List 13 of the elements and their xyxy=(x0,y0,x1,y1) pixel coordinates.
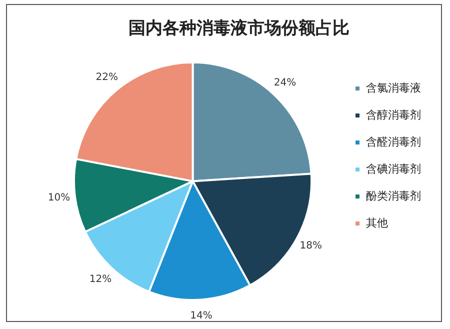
chart-title: 国内各种消毒液市场份额占比 xyxy=(128,18,350,39)
legend-label: 其他 xyxy=(366,216,388,230)
data-label: 22% xyxy=(96,72,118,83)
legend-label: 含氯消毒液 xyxy=(366,81,421,94)
data-label: 12% xyxy=(89,274,112,286)
data-label: 10% xyxy=(48,192,70,204)
legend-label: 含碘消毒剂 xyxy=(366,162,421,176)
data-label: 18% xyxy=(300,240,322,252)
legend-label: 酚类消毒剂 xyxy=(366,189,421,202)
data-label: 14% xyxy=(190,310,212,322)
data-label: 24% xyxy=(274,78,296,89)
legend-label: 含醇消毒剂 xyxy=(366,108,421,122)
legend-label: 含醛消毒剂 xyxy=(366,135,421,148)
